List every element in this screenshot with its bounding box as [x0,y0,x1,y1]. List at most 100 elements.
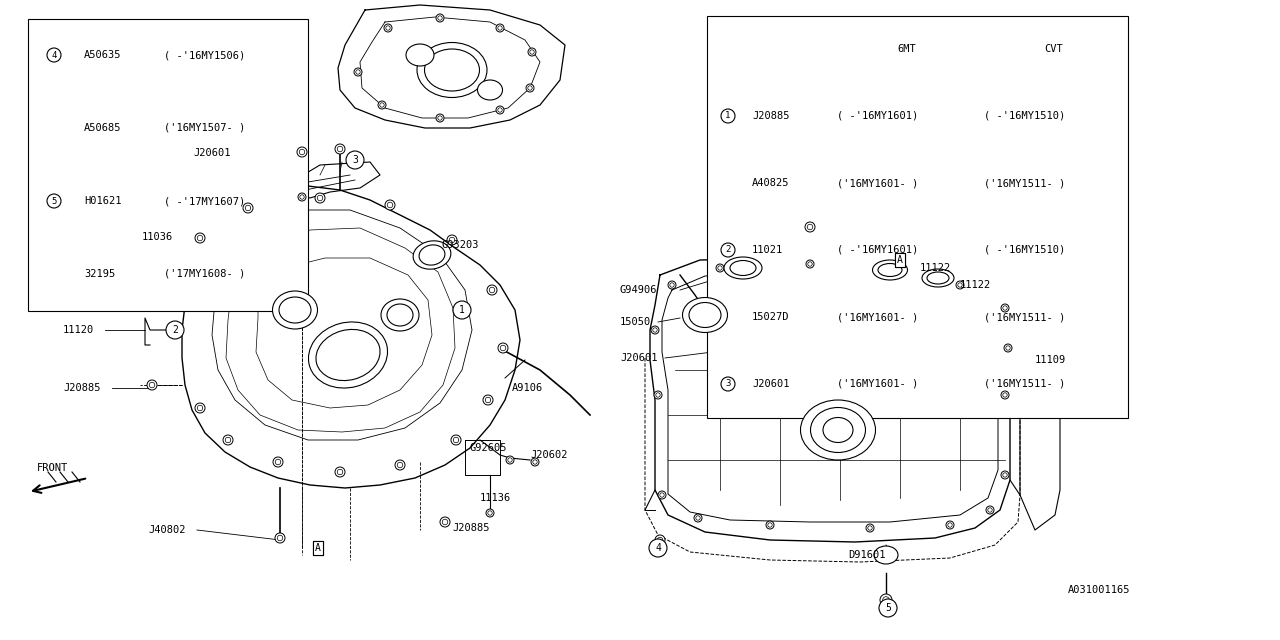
Circle shape [483,395,493,405]
Circle shape [47,194,61,208]
Circle shape [273,457,283,467]
Ellipse shape [800,400,876,460]
Circle shape [506,456,515,464]
Circle shape [378,101,387,109]
Text: ( -'16MY1506): ( -'16MY1506) [164,50,246,60]
Circle shape [300,195,305,199]
Text: J20601: J20601 [193,148,230,158]
Ellipse shape [689,303,721,328]
Circle shape [659,493,664,497]
Text: ( -'16MY1510): ( -'16MY1510) [984,111,1065,121]
Circle shape [530,50,534,54]
Circle shape [721,243,735,257]
Ellipse shape [381,299,419,331]
Text: J20602: J20602 [530,450,567,460]
Circle shape [453,437,458,443]
Text: ( -'16MY1601): ( -'16MY1601) [837,111,918,121]
Circle shape [453,301,471,319]
Text: 11036: 11036 [142,232,173,242]
Circle shape [879,599,897,617]
Circle shape [436,114,444,122]
Circle shape [243,203,253,213]
Circle shape [947,523,952,527]
Text: H01621: H01621 [84,196,122,206]
Text: 3: 3 [352,155,358,165]
Circle shape [808,224,813,230]
Circle shape [498,26,502,30]
Circle shape [669,283,675,287]
Text: G93203: G93203 [442,240,480,250]
Circle shape [317,195,323,201]
Circle shape [388,202,393,208]
Text: A031001165: A031001165 [1068,585,1130,595]
Text: A50635: A50635 [84,50,122,60]
Circle shape [946,521,954,529]
Circle shape [653,328,657,332]
Ellipse shape [387,304,413,326]
Text: A50685: A50685 [84,123,122,133]
Circle shape [195,233,205,243]
Text: A40825: A40825 [753,178,790,188]
Ellipse shape [873,260,908,280]
Text: J20885: J20885 [452,523,489,533]
Circle shape [1002,306,1007,310]
Circle shape [1006,346,1010,350]
Text: A: A [315,543,321,553]
Text: 11109: 11109 [1036,355,1066,365]
Text: 1: 1 [726,111,731,120]
Text: 4: 4 [655,543,660,553]
Circle shape [356,70,360,74]
Text: 3: 3 [726,380,731,388]
Circle shape [768,523,772,527]
Text: A: A [897,255,902,265]
Text: ('16MY1507- ): ('16MY1507- ) [164,123,246,133]
Circle shape [1004,344,1012,352]
Text: ('17MY1608- ): ('17MY1608- ) [164,269,246,279]
Ellipse shape [477,80,503,100]
Circle shape [988,508,992,512]
Circle shape [896,266,904,274]
Circle shape [397,462,403,468]
Text: 11120: 11120 [63,325,95,335]
Circle shape [668,281,676,289]
Circle shape [1002,473,1007,477]
Circle shape [197,405,202,411]
Circle shape [867,524,874,532]
Ellipse shape [823,417,852,442]
Text: 2: 2 [726,246,731,255]
Circle shape [337,147,343,152]
Circle shape [1001,304,1009,312]
Text: A: A [897,255,902,265]
Circle shape [1002,393,1007,397]
Circle shape [298,193,306,201]
Circle shape [150,382,155,388]
Circle shape [438,116,442,120]
Bar [707,16,1128,418]
Ellipse shape [406,44,434,66]
Ellipse shape [922,269,954,287]
Ellipse shape [878,264,902,276]
Text: 1: 1 [460,305,465,315]
Text: J40802: J40802 [148,525,186,535]
Circle shape [527,86,532,90]
Ellipse shape [682,298,727,333]
Circle shape [447,235,457,245]
Circle shape [486,509,494,517]
Text: ('16MY1601- ): ('16MY1601- ) [837,178,918,188]
Circle shape [658,491,666,499]
Circle shape [655,393,660,397]
Circle shape [278,535,283,541]
Circle shape [806,260,814,268]
Circle shape [1001,391,1009,399]
Circle shape [497,106,504,114]
Circle shape [449,237,454,243]
Text: FRONT: FRONT [36,463,68,473]
Circle shape [275,533,285,543]
Text: 11122: 11122 [960,280,991,290]
Text: 15027D: 15027D [753,312,790,322]
Circle shape [654,391,662,399]
Text: 11021: 11021 [753,245,783,255]
Circle shape [649,539,667,557]
Circle shape [1001,471,1009,479]
Ellipse shape [425,49,480,91]
